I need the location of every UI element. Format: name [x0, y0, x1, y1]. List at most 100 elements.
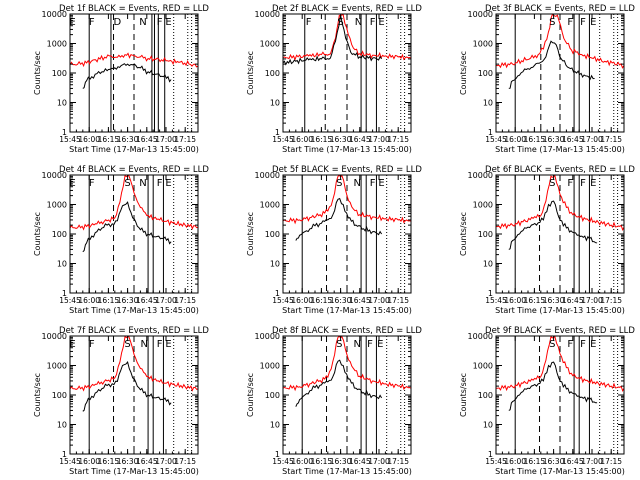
x-tick-label: 17:00: [368, 457, 390, 466]
y-tick-label: 10: [270, 260, 280, 269]
period-label: E: [69, 17, 75, 28]
y-tick-label: 10: [483, 421, 493, 430]
x-tick-label: 16:15: [311, 457, 333, 466]
period-label: F: [89, 339, 95, 350]
period-label: E: [165, 178, 171, 189]
x-tick-label: 16:30: [117, 296, 139, 305]
x-tick-label: 16:45: [349, 457, 371, 466]
series-line-events: [283, 15, 383, 66]
x-axis-label: Start Time (17-Mar-13 15:45:00): [495, 306, 625, 315]
x-tick-label: 16:30: [117, 135, 139, 144]
chart-panel-6: 1 10 100 1000 10000 15:4516:0016:1516:3016:45…: [459, 165, 635, 315]
y-tick-label: 1: [62, 450, 67, 459]
period-label: N: [353, 339, 360, 350]
x-tick-label: 15:45: [59, 457, 81, 466]
x-tick-label: 17:15: [387, 296, 409, 305]
x-tick-label: 15:45: [59, 296, 81, 305]
x-tick-label: 16:15: [98, 296, 120, 305]
y-axis-label: Counts/sec: [459, 212, 468, 256]
y-axis-label: Counts/sec: [459, 51, 468, 95]
x-tick-label: 16:45: [562, 296, 584, 305]
period-label: F: [89, 178, 95, 189]
series-line-lld: [283, 336, 411, 392]
period-label: E: [377, 339, 383, 350]
vertical-markers: [88, 175, 193, 293]
x-tick-label: 17:00: [581, 135, 603, 144]
period-label: S: [124, 178, 130, 189]
period-label: E: [165, 17, 171, 28]
x-tick-label: 17:00: [581, 296, 603, 305]
chart-panel-9: 1 10 100 1000 10000 15:4516:0016:1516:3016:45…: [459, 326, 635, 476]
y-tick-label: 100: [52, 69, 67, 78]
y-tick-label: 1: [275, 128, 280, 137]
series-line-lld: [496, 175, 624, 231]
chart-panel-2: 1 10 100 1000 10000 15:4516:0016:1516:3016:45…: [246, 4, 422, 154]
y-tick-label: 10000: [255, 10, 280, 19]
y-tick-label: 1: [275, 289, 280, 298]
y-tick-label: 10000: [468, 332, 493, 341]
period-label: F: [370, 178, 376, 189]
series-line-lld: [70, 175, 198, 231]
period-label: E: [69, 178, 75, 189]
y-tick-label: 1: [275, 450, 280, 459]
x-tick-label: 16:45: [136, 296, 158, 305]
x-tick-label: 17:15: [600, 296, 622, 305]
chart-panel-4: 1 10 100 1000 10000 15:4516:0016:1516:3016:45…: [33, 165, 209, 315]
y-tick-label: 1000: [47, 40, 67, 49]
series-line-lld: [70, 52, 198, 68]
x-tick-label: 15:45: [485, 135, 507, 144]
y-tick-label: 1000: [473, 40, 493, 49]
period-label: S: [124, 339, 130, 350]
x-tick-label: 16:15: [524, 135, 546, 144]
vertical-markers: [88, 14, 193, 132]
y-axis-label: Counts/sec: [246, 212, 255, 256]
x-tick-label: 16:00: [291, 135, 313, 144]
x-tick-label: 16:30: [330, 457, 352, 466]
period-label: S: [336, 339, 342, 350]
period-label: E: [590, 178, 596, 189]
x-tick-label: 16:30: [330, 135, 352, 144]
series-group: [496, 336, 624, 411]
chart-panel-8: 1 10 100 1000 10000 15:4516:0016:1516:3016:45…: [246, 326, 422, 476]
panel-title: Det 4f BLACK = Events, RED = LLD: [59, 165, 209, 175]
x-axis-label: Start Time (17-Mar-13 15:45:00): [282, 467, 412, 476]
x-tick-label: 15:45: [485, 296, 507, 305]
period-label: F: [370, 17, 376, 28]
x-tick-label: 16:15: [311, 296, 333, 305]
period-label: D: [114, 17, 122, 28]
x-tick-label: 15:45: [59, 135, 81, 144]
x-axis-label: Start Time (17-Mar-13 15:45:00): [282, 145, 412, 154]
period-label: F: [580, 339, 586, 350]
period-label: S: [549, 17, 555, 28]
series-line-events: [508, 361, 598, 411]
series-group: [496, 14, 624, 89]
y-tick-label: 10: [57, 99, 67, 108]
period-label: F: [306, 17, 312, 28]
period-label: E: [165, 339, 171, 350]
x-tick-label: 17:00: [581, 457, 603, 466]
period-label: S: [337, 17, 343, 28]
y-tick-label: 100: [265, 391, 280, 400]
y-tick-label: 10000: [42, 332, 67, 341]
x-tick-label: 17:15: [387, 135, 409, 144]
y-tick-label: 1: [62, 128, 67, 137]
series-line-lld: [70, 336, 198, 392]
period-label: F: [567, 339, 573, 350]
period-label: F: [89, 17, 95, 28]
panel-title: Det 5f BLACK = Events, RED = LLD: [272, 165, 422, 175]
series-line-events: [508, 200, 598, 250]
x-tick-label: 16:00: [78, 457, 100, 466]
x-tick-label: 16:30: [543, 135, 565, 144]
period-label: F: [580, 17, 586, 28]
y-tick-label: 10: [57, 421, 67, 430]
series-line-lld: [496, 14, 624, 69]
series-group: [70, 336, 198, 412]
y-tick-label: 1000: [260, 201, 280, 210]
x-tick-label: 17:15: [600, 457, 622, 466]
x-axis-label: Start Time (17-Mar-13 15:45:00): [69, 467, 199, 476]
y-tick-label: 100: [478, 230, 493, 239]
y-tick-label: 10: [270, 99, 280, 108]
y-tick-label: 10: [483, 99, 493, 108]
x-tick-label: 16:00: [291, 296, 313, 305]
